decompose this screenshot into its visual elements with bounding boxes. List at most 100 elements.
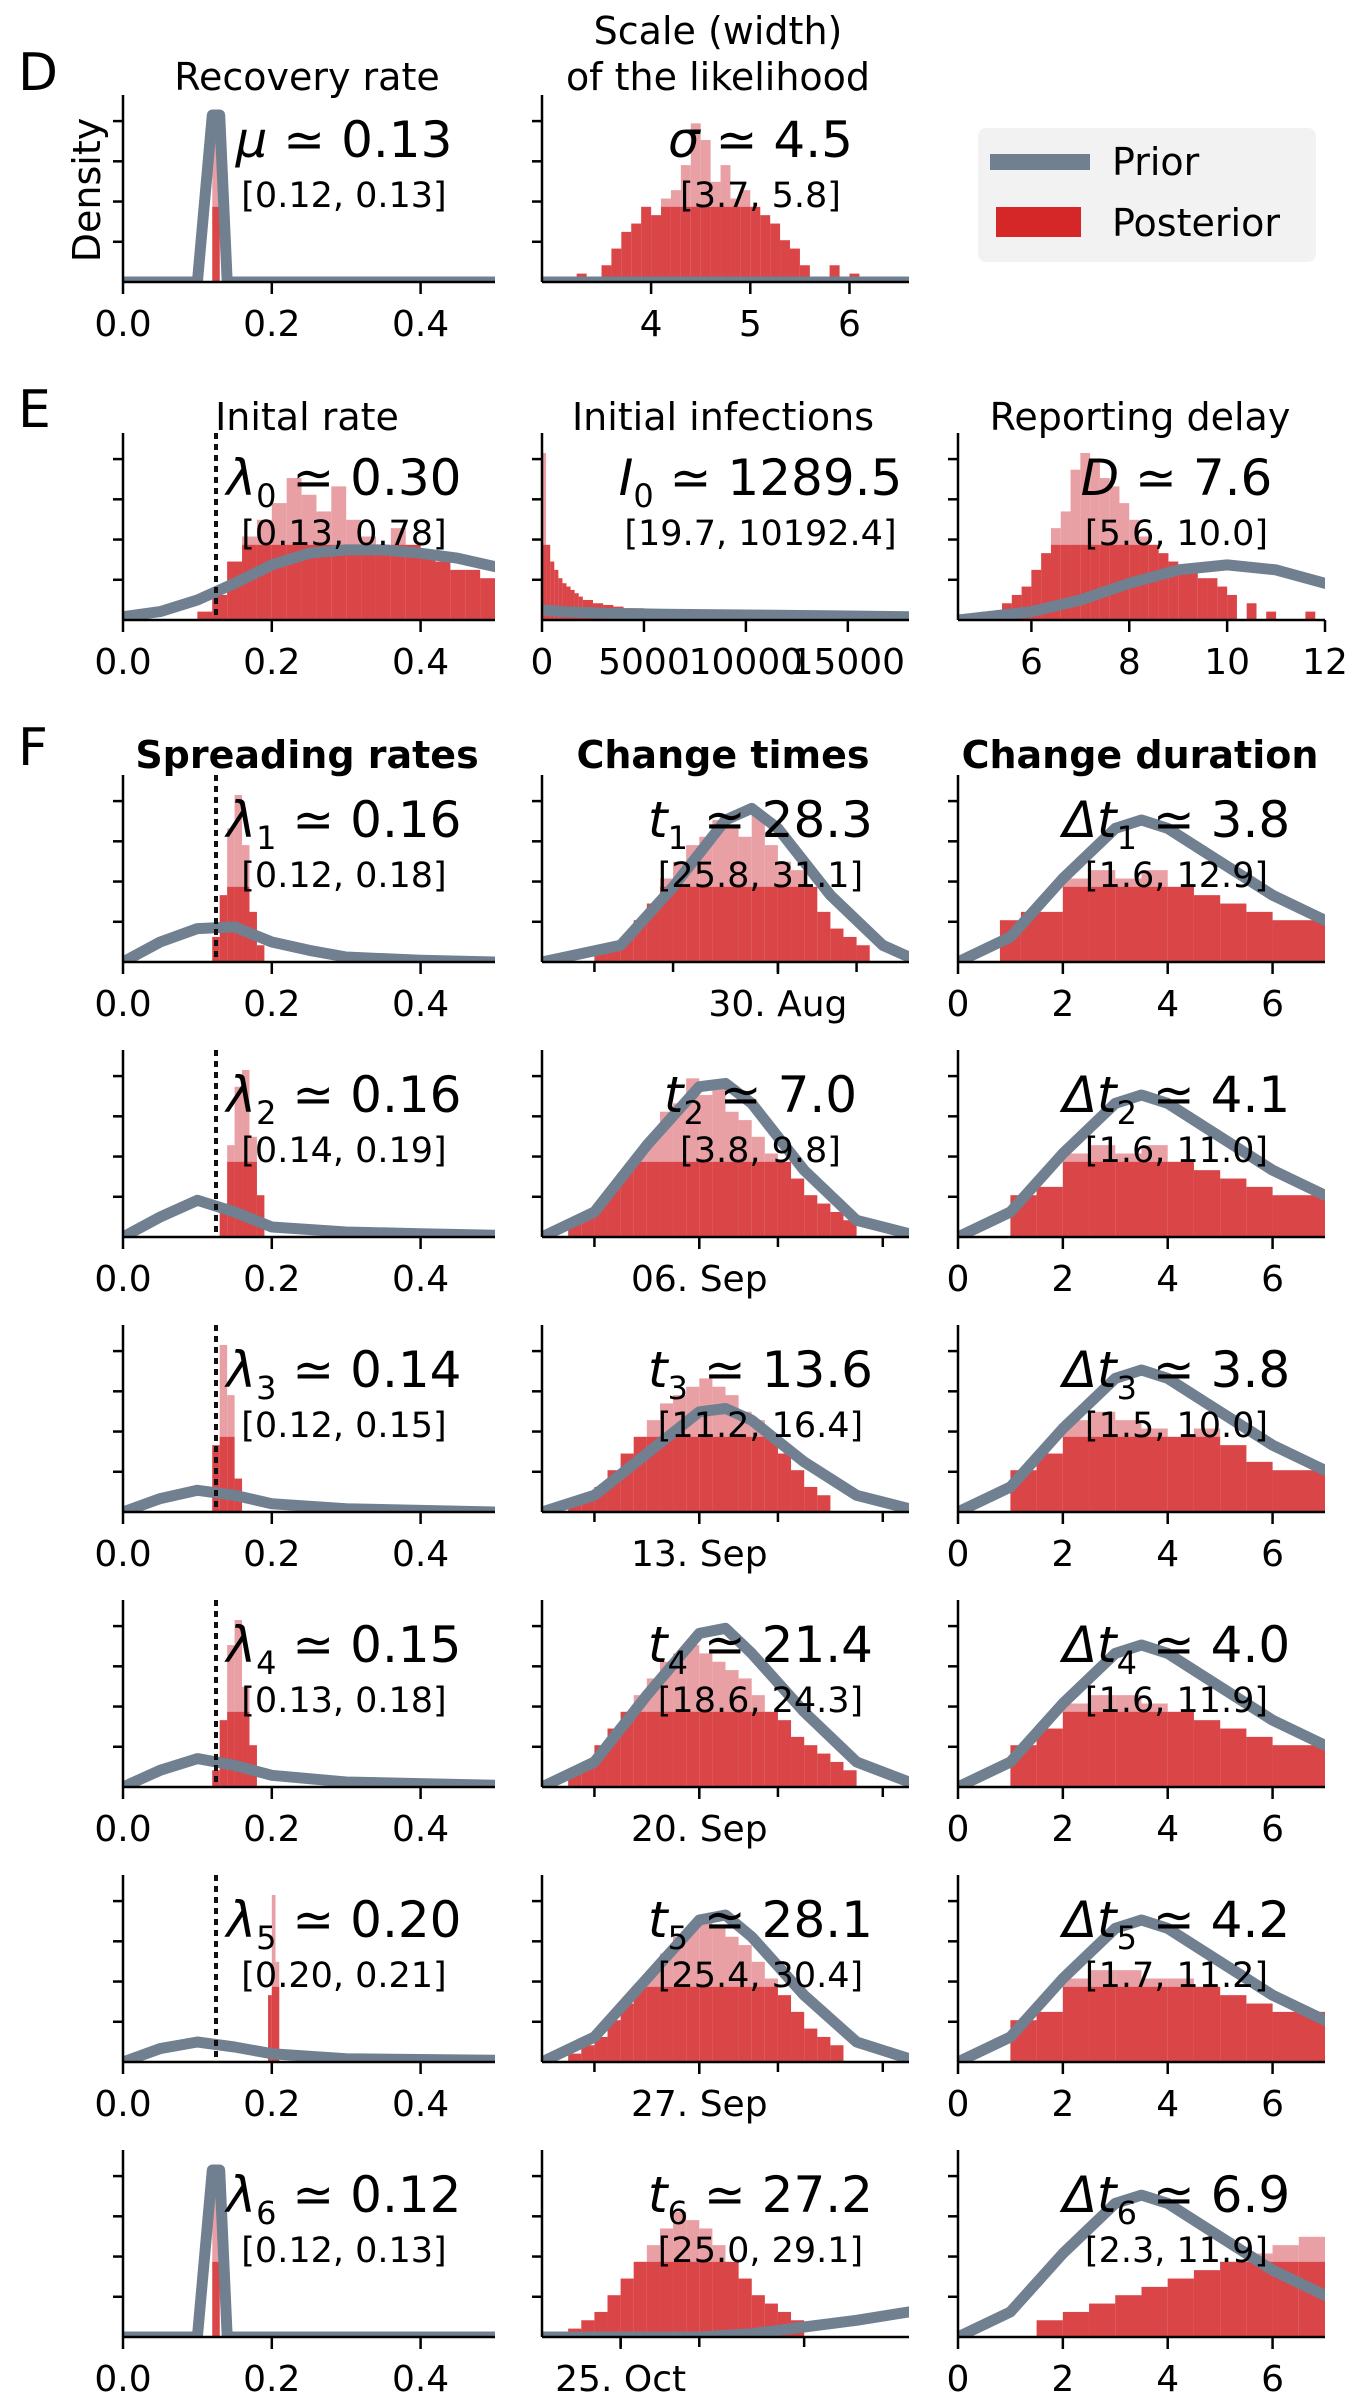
stat-approx-initial_rate: ≃ (276, 449, 350, 507)
credible-interval-lambda1: [0.12, 0.18] (241, 856, 446, 896)
panel-sigma: 4 5 6 σ ≃ 4.5 [3.7, 5.8] (532, 95, 909, 345)
posterior-bar-dark-t6-13 (738, 2278, 752, 2337)
prior-curve-lambda3 (123, 1484, 495, 1512)
x-tick-label-dt1-1: 2 (1051, 984, 1074, 1025)
posterior-bar-dark-sigma-1 (601, 265, 612, 282)
stat-subscript-t6: 6 (668, 2194, 688, 2232)
posterior-bar-dark-t4-12 (725, 1711, 739, 1787)
stat-approx-initial_infections: ≃ (654, 449, 728, 507)
section-letter-d: D (18, 43, 58, 103)
posterior-bar-dark-t3-8 (673, 1436, 687, 1512)
posterior-bar-dark-initial_infections-8 (574, 593, 579, 620)
posterior-bar-dark-t5-0 (568, 2053, 582, 2062)
posterior-bar-dark-t5-7 (659, 1986, 674, 2062)
posterior-bar-dark-dt4-10 (1272, 1745, 1325, 1787)
posterior-bar-dark-dt1-4 (1115, 886, 1142, 962)
posterior-bar-dark-initial_rate-14 (405, 544, 421, 620)
posterior-bar-dark-t2-10 (699, 1161, 713, 1237)
posterior-bar-dark-dt5-2 (1062, 1986, 1090, 2062)
posterior-bar-dark-lambda2-0 (219, 1203, 228, 1237)
stat-value-t2: 7.0 (778, 1066, 858, 1124)
x-tick-label-recovery-2: 0.4 (392, 304, 449, 345)
plot-area-recovery (123, 109, 495, 282)
plot-area-t1 (542, 802, 909, 962)
x-tick-label-reporting_delay-0: 6 (1020, 642, 1043, 683)
posterior-bar-dark-dt1-7 (1193, 895, 1221, 962)
posterior-bar-sigma-10 (690, 123, 701, 282)
stat-approx-t3: ≃ (688, 1341, 762, 1399)
posterior-bar-dark-sigma-12 (710, 206, 721, 282)
stat-subscript-dt2: 2 (1117, 1094, 1137, 1132)
x-tick-label-initial_infections-1: 5000 (598, 642, 690, 683)
posterior-bar-dark-t2-13 (738, 1161, 752, 1237)
stat-value-dt6: 6.9 (1211, 2166, 1291, 2224)
plot-area-reporting_delay (958, 453, 1325, 620)
posterior-bar-dark-t1-16 (804, 886, 818, 962)
stat-approx-reporting_delay: ≃ (1119, 449, 1193, 507)
stat-label-t1: t1 ≃ 28.3 (648, 791, 873, 857)
posterior-bar-dark-t1-8 (699, 886, 713, 962)
posterior-bar-dark-reporting_delay-12 (1109, 544, 1120, 620)
posterior-bar-dark-dt2-8 (1220, 1178, 1247, 1237)
posterior-bar-dark-dt3-1 (1036, 1453, 1063, 1512)
posterior-bar-dark-t3-18 (804, 1486, 818, 1512)
posterior-bar-dark-t5-15 (764, 1986, 778, 2062)
posterior-bar-dark-initial_rate-3 (242, 544, 257, 620)
posterior-bar-dark-initial_infections-7 (570, 589, 575, 620)
posterior-bar-dark-sigma-8 (670, 206, 681, 282)
posterior-bar-dark-reporting_delay-17 (1158, 553, 1169, 620)
posterior-bar-dark-t6-12 (725, 2261, 739, 2337)
stat-symbol-reporting_delay: D (1081, 449, 1120, 507)
posterior-bar-dark-t2-17 (791, 1178, 805, 1237)
posterior-bar-dark-recovery-0 (212, 206, 220, 282)
posterior-bar-dark-dt3-3 (1089, 1436, 1116, 1512)
prior-curve-initial_rate (123, 544, 495, 620)
posterior-bar-dark-t2-19 (817, 1203, 831, 1237)
stat-value-t3: 13.6 (762, 1341, 873, 1399)
posterior-bar-dark-dt1-9 (1246, 911, 1273, 962)
plot-area-t4 (542, 1622, 909, 1787)
posterior-bar-dark-dt4-5 (1141, 1711, 1168, 1787)
posterior-bar-dark-initial_infections-1 (546, 544, 551, 620)
posterior-bar-dark-t1-9 (712, 886, 726, 962)
posterior-bar-dark-t2-15 (764, 1161, 778, 1237)
posterior-bar-dark-dt6-8 (1246, 2261, 1273, 2337)
stat-label-dt3: Δt3 ≃ 3.8 (1059, 1341, 1290, 1407)
posterior-bar-dark-initial_rate-7 (301, 544, 317, 620)
stat-symbol-lambda5: λ (224, 1891, 257, 1949)
posterior-bar-dark-t2-4 (620, 1170, 634, 1237)
credible-interval-dt6: [2.3, 11.9] (1085, 2231, 1268, 2271)
x-tick-label-initial_infections-0: 0 (531, 642, 554, 683)
posterior-bar-dark-dt2-2 (1062, 1161, 1090, 1237)
x-tick-label-dt3-3: 6 (1261, 1534, 1284, 1575)
posterior-bar-dark-t3-15 (764, 1436, 778, 1512)
stat-approx-dt2: ≃ (1137, 1066, 1211, 1124)
posterior-bar-dark-t6-7 (659, 2261, 674, 2337)
posterior-bar-dark-initial_rate-12 (375, 544, 391, 620)
posterior-bar-dark-dt3-5 (1141, 1436, 1168, 1512)
x-tick-label-t2-0: 06. Sep (631, 1259, 768, 1300)
posterior-bar-dark-t2-6 (646, 1161, 660, 1237)
prior-curve-reporting_delay (958, 559, 1325, 620)
credible-interval-lambda5: [0.20, 0.21] (241, 1956, 446, 1996)
stat-subscript-t2: 2 (684, 1094, 704, 1132)
stat-subscript-dt5: 5 (1117, 1919, 1137, 1957)
title-reporting-delay: Reporting delay (990, 395, 1291, 439)
posterior-bar-dark-dt2-4 (1115, 1161, 1142, 1237)
panel-lambda1: 0.0 0.2 0.4λ1 ≃ 0.16[0.12, 0.18] (94, 775, 495, 1025)
posterior-bar-dark-t4-21 (843, 1770, 857, 1787)
posterior-bar-dark-sigma-4 (631, 223, 642, 282)
posterior-bar-dark-sigma-5 (641, 206, 652, 282)
stat-value-sigma: 4.5 (773, 111, 853, 169)
x-tick-label-t3-0: 13. Sep (631, 1534, 768, 1575)
posterior-bar-dark-t3-0 (568, 1503, 582, 1512)
posterior-bar-dark-t5-19 (817, 2036, 831, 2062)
posterior-bar-dark-dt1-2 (1062, 886, 1090, 962)
x-tick-label-dt4-1: 2 (1051, 1809, 1074, 1850)
posterior-bar-dark-dt5-1 (1036, 2011, 1063, 2062)
x-tick-label-dt1-0: 0 (947, 984, 970, 1025)
prior-curve-t5 (542, 1909, 909, 2062)
stat-subscript-dt3: 3 (1117, 1369, 1137, 1407)
